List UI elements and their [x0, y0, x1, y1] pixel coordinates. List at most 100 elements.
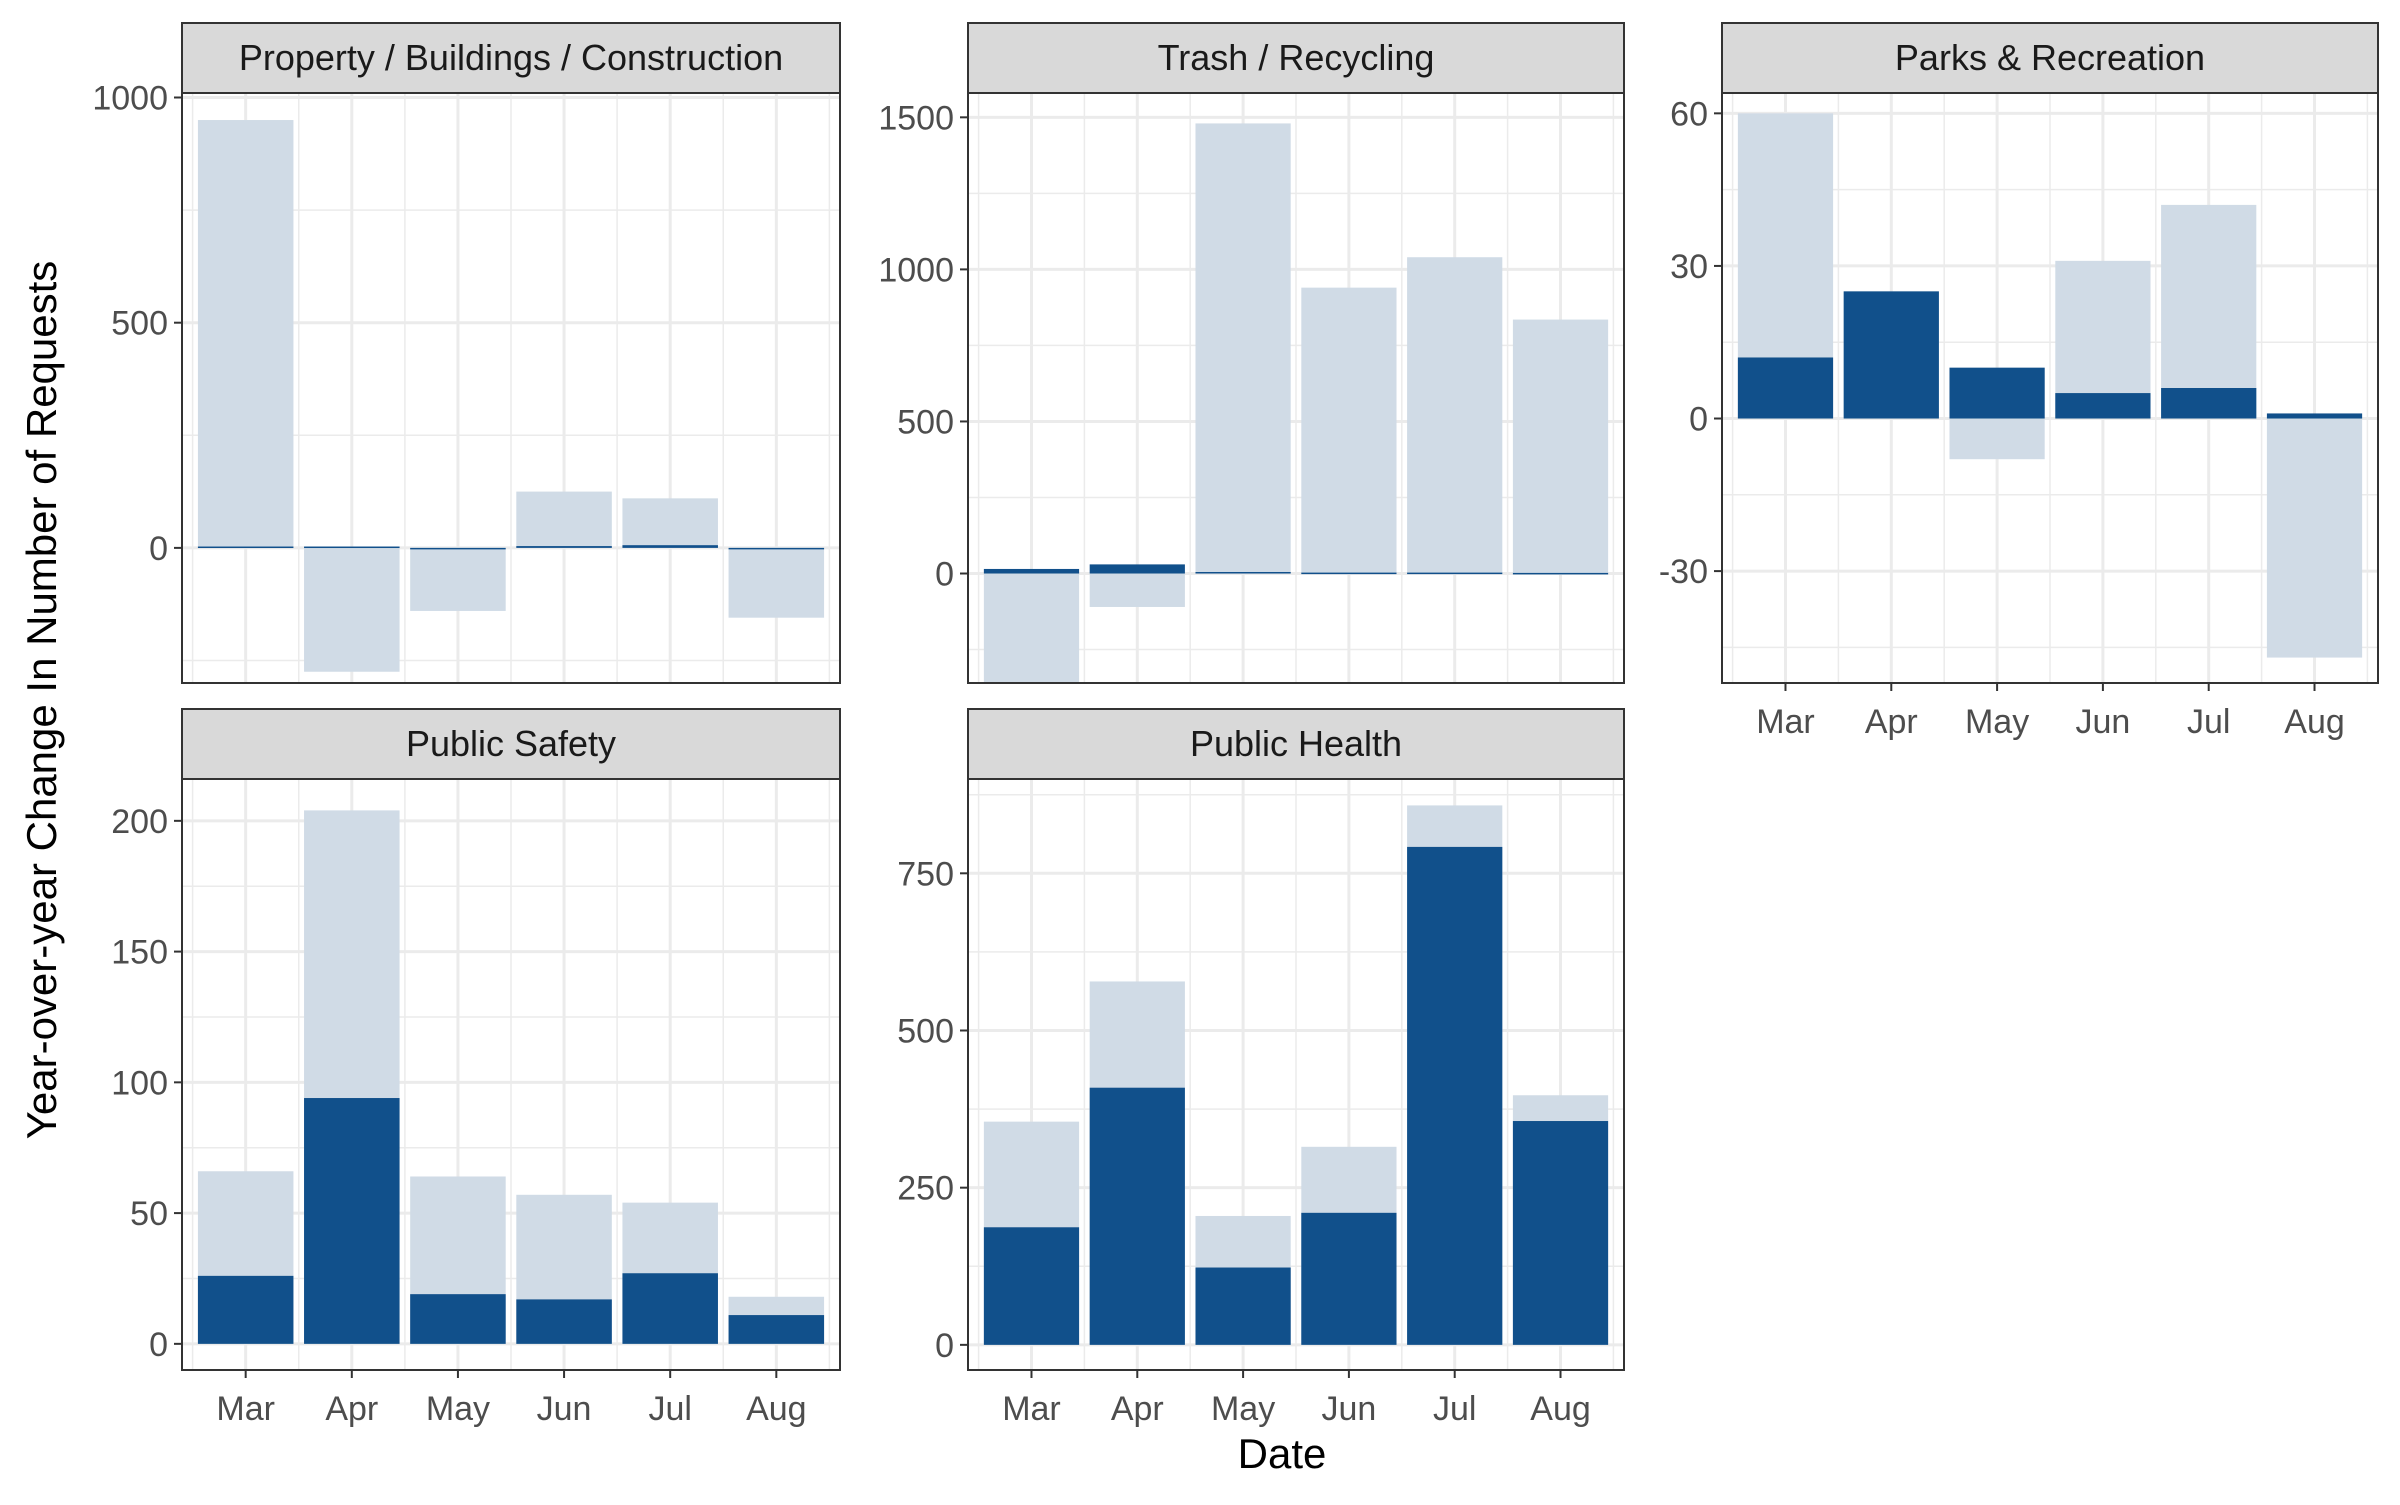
bar-dark-apr	[1089, 1087, 1185, 1345]
x-tick-label: Jun	[537, 1390, 592, 1428]
bar-dark-apr	[1843, 291, 1939, 419]
y-tick-label: 1000	[92, 80, 168, 118]
bar-dark-mar	[197, 1275, 294, 1344]
y-axis-title: Year-over-year Change In Number of Reque…	[18, 261, 65, 1140]
bar-dark-mar	[1737, 357, 1834, 419]
y-tick-label: 1000	[878, 251, 954, 289]
bar-dark-may	[1949, 367, 2045, 419]
y-tick-label: 150	[111, 934, 168, 972]
x-tick-label: Aug	[746, 1390, 807, 1428]
bar-dark-aug	[1512, 1121, 1609, 1345]
y-tick-label: 500	[111, 305, 168, 343]
bar-dark-may	[410, 547, 506, 550]
y-tick-label: 500	[897, 1012, 954, 1050]
y-tick-label: 0	[935, 1327, 954, 1365]
y-tick-label: -30	[1659, 553, 1708, 591]
strip-background	[181, 708, 841, 780]
bar-dark-apr	[304, 1098, 400, 1344]
strip-background	[967, 708, 1625, 780]
bar-light-aug	[2266, 418, 2363, 658]
strip-background	[1721, 22, 2379, 94]
bar-light-apr	[304, 547, 400, 672]
bar-light-jul	[2161, 204, 2257, 419]
strip-title: Public Health	[1190, 723, 1402, 764]
strip-title: Parks & Recreation	[1895, 37, 2205, 78]
bar-light-jun	[2055, 260, 2151, 419]
bar-dark-jun	[516, 1299, 612, 1344]
bar-dark-aug	[728, 547, 825, 550]
bar-dark-may	[1195, 571, 1291, 574]
strip-title: Trash / Recycling	[1158, 37, 1435, 78]
x-tick-label: Apr	[325, 1390, 378, 1428]
x-tick-label: May	[1211, 1390, 1275, 1428]
bar-light-aug	[1512, 319, 1609, 574]
strip-title: Public Safety	[406, 723, 616, 764]
bar-dark-jul	[1407, 846, 1503, 1345]
bar-dark-apr	[304, 546, 400, 549]
bar-dark-jul	[2161, 388, 2257, 419]
y-tick-label: 500	[897, 403, 954, 441]
strip-background	[181, 22, 841, 94]
y-tick-label: 1500	[878, 99, 954, 137]
x-tick-label: Aug	[2284, 703, 2345, 741]
panel-public-health: Public Health 0 250 500 750 Mar Apr May Jun Jul Au…	[897, 708, 1625, 1428]
bar-dark-jun	[1301, 1212, 1397, 1345]
bar-dark-mar	[983, 1227, 1080, 1345]
bar-dark-jul	[622, 545, 718, 548]
x-tick-label: Apr	[1865, 703, 1918, 741]
bar-dark-jul	[1407, 572, 1503, 575]
panel-trash-recycling: Trash / Recycling 0 500 1000 1500	[878, 22, 1625, 684]
bar-light-jun	[1301, 287, 1397, 574]
x-axis-title: Date	[1238, 1430, 1327, 1477]
y-tick-label: 60	[1670, 95, 1708, 133]
y-tick-label: 250	[897, 1170, 954, 1208]
x-tick-label: Apr	[1111, 1390, 1164, 1428]
bar-light-may	[1949, 418, 2045, 460]
strip-title: Property / Buildings / Construction	[239, 37, 783, 78]
panel-property-buildings-construction: Property / Buildings / Construction 0 500 1…	[92, 22, 841, 684]
y-tick-label: 0	[149, 1326, 168, 1364]
bar-light-mar	[197, 120, 294, 548]
bar-light-apr	[1089, 573, 1185, 607]
bar-light-jul	[1407, 257, 1503, 574]
y-tick-label: 0	[149, 530, 168, 568]
x-tick-label: Mar	[1756, 703, 1815, 741]
bar-dark-jun	[2055, 393, 2151, 419]
y-tick-label: 0	[935, 556, 954, 594]
y-tick-label: 200	[111, 803, 168, 841]
x-tick-label: Aug	[1530, 1390, 1591, 1428]
y-tick-label: 50	[130, 1195, 168, 1233]
bar-light-jun	[516, 491, 612, 548]
bar-dark-jun	[1301, 572, 1397, 575]
x-tick-label: Mar	[216, 1390, 275, 1428]
bar-dark-may	[1195, 1267, 1291, 1345]
bar-dark-aug	[1512, 572, 1609, 575]
x-tick-label: May	[426, 1390, 490, 1428]
bar-dark-jun	[516, 546, 612, 548]
strip-background	[967, 22, 1625, 94]
bar-light-mar	[983, 573, 1080, 683]
panel-public-safety: Public Safety 0 50 100 150 200 Mar Apr May Jun Jul…	[111, 708, 841, 1428]
bar-dark-aug	[728, 1315, 825, 1344]
y-tick-label: 750	[897, 855, 954, 893]
bar-dark-aug	[2266, 413, 2363, 419]
bar-dark-mar	[983, 568, 1080, 574]
bar-dark-mar	[197, 546, 294, 549]
panel-parks-recreation: Parks & Recreation -30 0 30 60 Mar Apr May Jun Ju…	[1659, 22, 2379, 741]
x-tick-label: Jul	[648, 1390, 691, 1428]
x-tick-label: Jul	[2187, 703, 2230, 741]
bar-dark-apr	[1089, 564, 1185, 574]
bar-light-may	[410, 547, 506, 611]
y-tick-label: 0	[1689, 401, 1708, 439]
bar-dark-may	[410, 1294, 506, 1344]
bar-light-aug	[728, 547, 825, 618]
bar-light-jul	[622, 498, 718, 548]
x-tick-label: Mar	[1002, 1390, 1061, 1428]
x-tick-label: May	[1965, 703, 2029, 741]
x-tick-label: Jun	[1321, 1390, 1376, 1428]
bar-light-may	[1195, 123, 1291, 574]
y-tick-label: 100	[111, 1064, 168, 1102]
y-tick-label: 30	[1670, 248, 1708, 286]
